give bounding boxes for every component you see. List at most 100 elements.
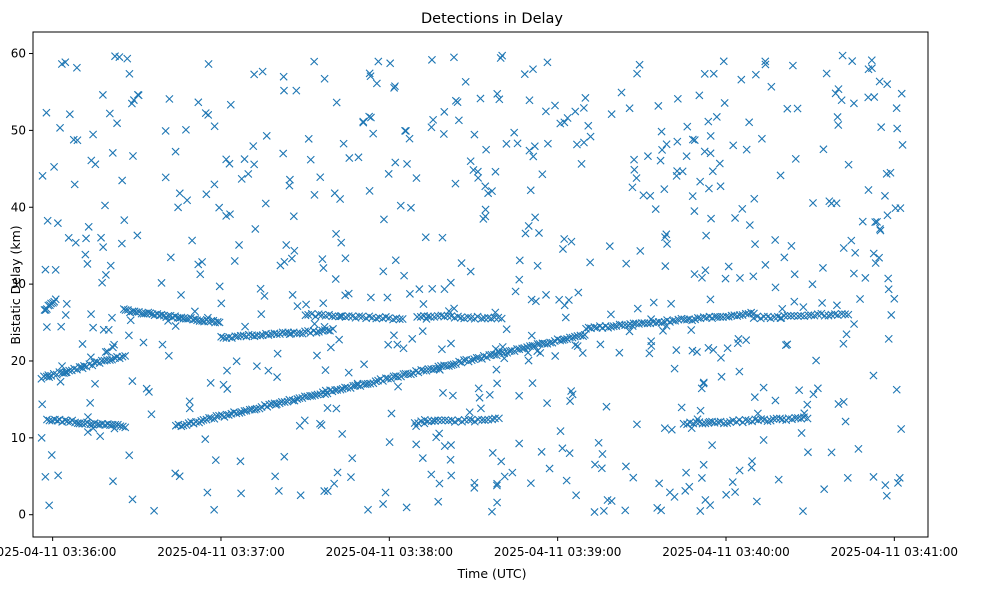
detection-point [800,409,809,418]
detection-point [487,507,496,516]
detection-point [45,373,54,382]
detection-point [332,404,341,413]
detection-point [320,74,329,83]
detection-point [474,173,483,182]
detection-point [184,314,193,323]
detection-point [427,55,436,64]
detection-point [630,165,639,174]
detection-point [751,415,760,424]
detection-point [883,80,892,89]
detection-point [280,86,288,95]
detection-point [466,157,475,166]
detection-point [301,327,310,336]
detection-point [144,308,153,317]
detection-point [435,364,444,373]
y-tick-label: 60 [11,47,26,61]
detection-point [877,123,886,132]
detection-point [64,233,73,242]
detection-point [895,473,904,482]
detection-point [320,322,329,331]
detection-point [287,254,296,263]
detection-point [391,158,400,167]
detection-point [750,393,759,402]
detection-point [883,211,892,220]
detection-point [454,116,463,125]
detection-point [508,468,517,477]
detection-point [408,334,417,343]
x-tick-label: 2025-04-11 03:39:00 [494,545,621,559]
detection-point [440,107,449,116]
detection-point [481,205,490,214]
detection-point [876,226,885,235]
detection-point [381,488,390,497]
detection-point [491,167,500,176]
detection-point [226,210,234,219]
detection-point [310,190,319,199]
detection-point [753,409,762,418]
detection-point [566,397,575,406]
detection-point [521,229,530,238]
detection-point [232,357,241,366]
detection-point [667,425,676,434]
detection-point [306,155,315,164]
detection-point [502,139,511,148]
detection-point [427,417,436,426]
detection-point [830,310,839,319]
detection-point [834,400,843,409]
detection-point [288,396,297,405]
detection-point [332,229,341,238]
detection-point [844,310,853,319]
detection-point [629,473,638,482]
detection-point [572,140,581,149]
detection-point [820,311,829,320]
detection-point [690,136,699,145]
detection-point [511,287,520,296]
detection-points [37,51,907,517]
detection-point [365,69,374,78]
detection-point [747,308,756,317]
detection-point [473,312,482,321]
detection-point [338,429,347,438]
detection-point [171,469,180,478]
detection-point [659,326,667,335]
detection-point [735,415,744,424]
detection-point [301,311,310,320]
detection-point [690,207,699,216]
detection-point [869,472,878,481]
detection-point [737,75,746,84]
detection-point [723,418,732,427]
detection-point [537,447,546,456]
detection-point [538,170,547,179]
detection-point [724,262,733,271]
detection-point [695,91,704,100]
detection-point [319,264,328,273]
detection-point [841,310,850,319]
detection-point [492,365,501,374]
detection-point [121,351,130,360]
detection-point [742,145,751,154]
detection-point [379,267,388,276]
detection-point [734,334,743,343]
detection-point [440,285,449,294]
detection-point [366,379,375,388]
detection-point [761,260,770,269]
detection-point [91,379,100,388]
detection-point [797,429,806,437]
detection-point [890,294,899,303]
detection-point [803,400,812,409]
detection-point [632,174,641,183]
detection-point [621,462,630,471]
detection-point [341,313,350,321]
detection-point [708,441,717,450]
detection-point [571,107,580,116]
detection-point [745,118,754,127]
detection-point [319,299,328,308]
detection-point [533,347,542,356]
detection-point [594,438,603,447]
detection-point [770,313,779,322]
detection-point [531,297,540,306]
detection-point [839,339,848,348]
detection-point [264,330,273,339]
detection-point [41,472,50,481]
detection-point [47,451,56,460]
